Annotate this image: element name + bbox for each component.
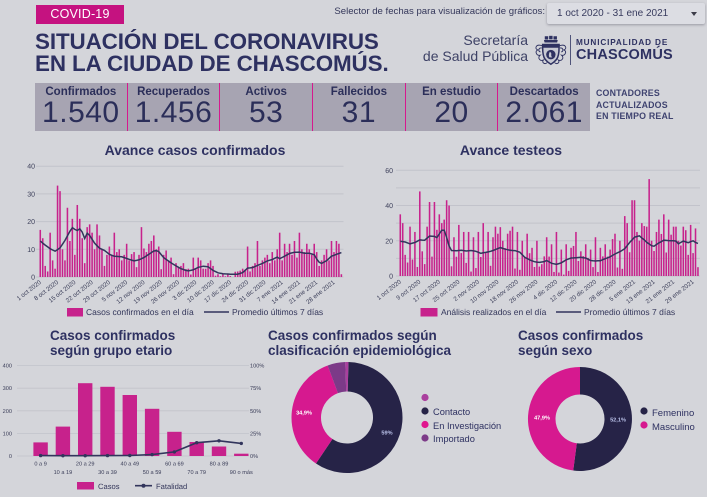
svg-text:20 a 29: 20 a 29	[76, 462, 95, 468]
svg-text:0%: 0%	[250, 454, 258, 460]
svg-text:0: 0	[31, 275, 35, 282]
svg-text:Casos confirmados en el día: Casos confirmados en el día	[86, 307, 194, 317]
svg-text:40: 40	[27, 164, 35, 171]
svg-text:Promedio últimos 7 días: Promedio últimos 7 días	[584, 307, 675, 317]
svg-text:75%: 75%	[250, 386, 261, 392]
svg-text:70 a 79: 70 a 79	[187, 470, 206, 476]
svg-text:60 a 69: 60 a 69	[165, 462, 184, 468]
svg-text:Promedio últimos 7 días: Promedio últimos 7 días	[232, 307, 323, 317]
svg-text:59%: 59%	[381, 431, 392, 437]
svg-text:52,1%: 52,1%	[610, 418, 626, 424]
svg-text:60: 60	[385, 168, 393, 175]
svg-text:Casos: Casos	[98, 482, 120, 491]
svg-text:30 a 39: 30 a 39	[98, 470, 117, 476]
svg-text:20: 20	[385, 238, 393, 245]
svg-text:400: 400	[3, 364, 12, 370]
svg-text:90 o más: 90 o más	[230, 469, 253, 476]
svg-text:Fatalidad: Fatalidad	[156, 482, 187, 491]
svg-text:34,9%: 34,9%	[296, 411, 312, 417]
svg-text:50%: 50%	[250, 409, 261, 415]
svg-text:0 a 9: 0 a 9	[34, 462, 46, 468]
svg-text:100: 100	[3, 431, 12, 437]
svg-text:30: 30	[27, 191, 35, 198]
svg-text:47,9%: 47,9%	[534, 416, 550, 422]
svg-text:100%: 100%	[250, 364, 264, 370]
svg-text:25%: 25%	[250, 431, 261, 437]
svg-text:0: 0	[389, 274, 393, 281]
svg-text:300: 300	[3, 386, 12, 392]
svg-text:10 a 19: 10 a 19	[54, 470, 73, 476]
svg-text:200: 200	[3, 409, 12, 415]
svg-text:0: 0	[9, 454, 12, 460]
svg-text:40 a 49: 40 a 49	[120, 462, 139, 468]
svg-text:Análisis realizados en el día: Análisis realizados en el día	[441, 307, 547, 317]
svg-text:20: 20	[27, 219, 35, 226]
svg-text:40: 40	[385, 203, 393, 210]
svg-text:10: 10	[27, 247, 35, 254]
svg-text:50 a 59: 50 a 59	[143, 470, 162, 476]
svg-text:80 a 89: 80 a 89	[210, 462, 229, 468]
